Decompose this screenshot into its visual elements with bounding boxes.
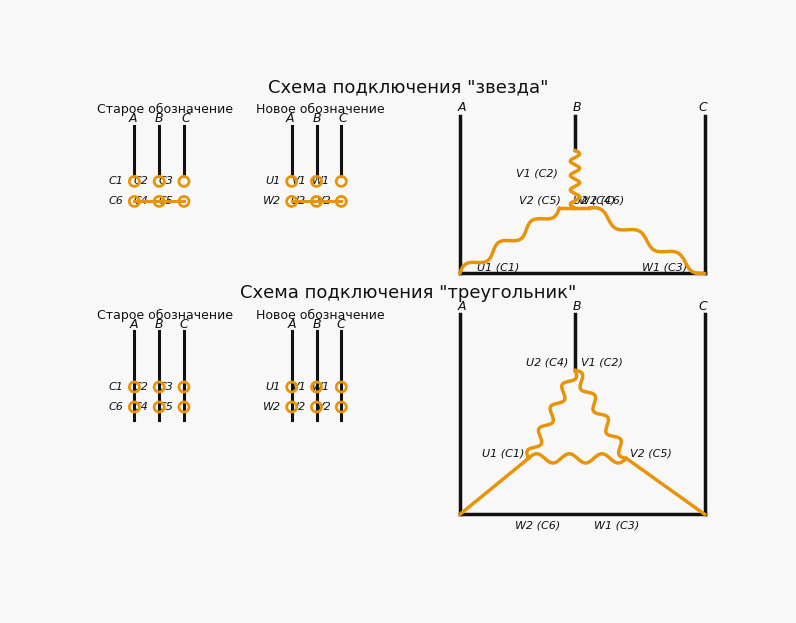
- Text: A: A: [458, 300, 466, 313]
- Text: Старое обозначение: Старое обозначение: [97, 309, 233, 322]
- Text: W1: W1: [312, 176, 330, 186]
- Text: Новое обозначение: Новое обозначение: [256, 309, 384, 322]
- Text: V2: V2: [316, 196, 330, 206]
- Text: U2: U2: [291, 402, 306, 412]
- Text: C3: C3: [158, 382, 173, 392]
- Text: V2 (C5): V2 (C5): [519, 195, 561, 205]
- Text: C: C: [337, 318, 345, 331]
- Text: C5: C5: [158, 402, 173, 412]
- Text: C6: C6: [108, 196, 123, 206]
- Text: C: C: [181, 112, 190, 125]
- Text: W2: W2: [263, 402, 281, 412]
- Text: U1 (C1): U1 (C1): [477, 262, 519, 272]
- Text: C6: C6: [108, 402, 123, 412]
- Text: B: B: [155, 318, 163, 331]
- Text: W1 (C3): W1 (C3): [595, 520, 640, 530]
- Text: Схема подключения "звезда": Схема подключения "звезда": [267, 78, 548, 96]
- Text: W2 (C6): W2 (C6): [579, 195, 624, 205]
- Text: B: B: [155, 112, 163, 125]
- Text: A: A: [130, 318, 139, 331]
- Text: B: B: [573, 102, 582, 115]
- Text: U2 (C4): U2 (C4): [572, 195, 615, 205]
- Text: B: B: [312, 112, 321, 125]
- Text: U2 (C4): U2 (C4): [526, 358, 569, 368]
- Text: V1: V1: [291, 382, 306, 392]
- Text: U1: U1: [266, 176, 281, 186]
- Text: Старое обозначение: Старое обозначение: [97, 103, 233, 116]
- Text: Новое обозначение: Новое обозначение: [256, 103, 384, 116]
- Text: A: A: [129, 112, 137, 125]
- Text: A: A: [286, 112, 295, 125]
- Text: V1: V1: [291, 176, 306, 186]
- Text: C3: C3: [158, 176, 173, 186]
- Text: C1: C1: [108, 176, 123, 186]
- Text: V2: V2: [316, 402, 330, 412]
- Text: C4: C4: [134, 196, 148, 206]
- Text: B: B: [312, 318, 321, 331]
- Text: A: A: [458, 102, 466, 115]
- Text: C1: C1: [108, 382, 123, 392]
- Text: V1 (C2): V1 (C2): [581, 358, 623, 368]
- Text: U1 (C1): U1 (C1): [482, 449, 525, 459]
- Text: C5: C5: [158, 196, 173, 206]
- Text: C2: C2: [134, 382, 148, 392]
- Text: U2: U2: [291, 196, 306, 206]
- Text: C: C: [698, 300, 707, 313]
- Text: C: C: [180, 318, 189, 331]
- Text: V2 (C5): V2 (C5): [630, 449, 672, 459]
- Text: W2 (C6): W2 (C6): [515, 520, 560, 530]
- Text: V1 (C2): V1 (C2): [516, 169, 558, 179]
- Text: C2: C2: [134, 176, 148, 186]
- Text: U1: U1: [266, 382, 281, 392]
- Text: B: B: [573, 300, 582, 313]
- Text: C: C: [698, 102, 707, 115]
- Text: W1: W1: [312, 382, 330, 392]
- Text: C: C: [338, 112, 347, 125]
- Text: C4: C4: [134, 402, 148, 412]
- Text: W2: W2: [263, 196, 281, 206]
- Text: A: A: [287, 318, 296, 331]
- Text: W1 (C3): W1 (C3): [642, 262, 688, 272]
- Text: Схема подключения "треугольник": Схема подключения "треугольник": [240, 283, 576, 302]
